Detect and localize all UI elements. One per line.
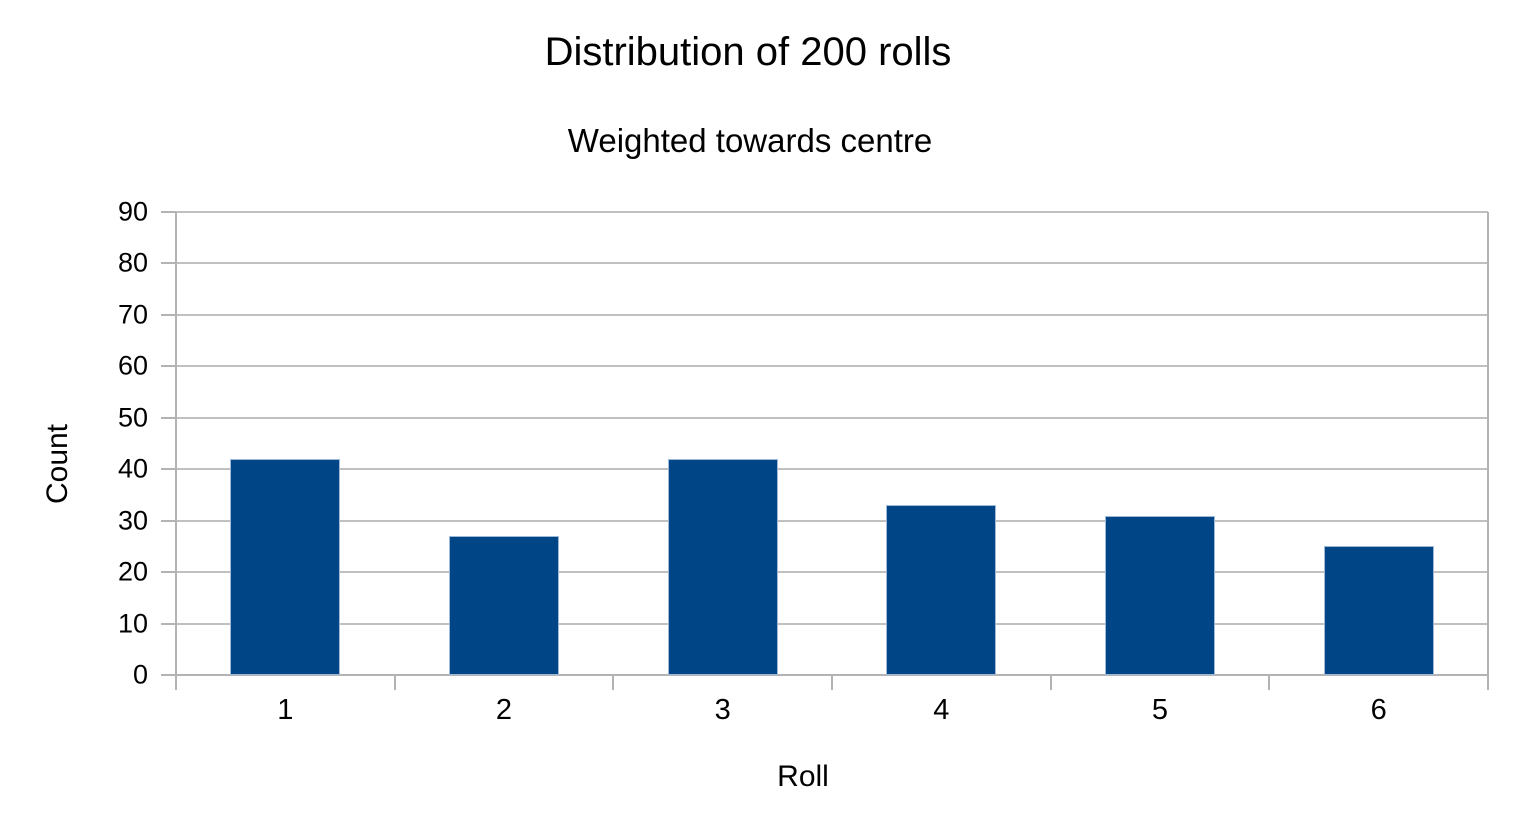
x-tick-4 [1049, 675, 1052, 690]
x-axis-label-6: 6 [1370, 694, 1387, 726]
gridline-80 [176, 262, 1488, 265]
x-axis-title: Roll [777, 760, 829, 793]
x-axis-label-3: 3 [714, 694, 731, 726]
y-tick-90 [161, 211, 176, 213]
y-axis-label-10: 10 [117, 608, 148, 639]
y-tick-60 [161, 365, 176, 368]
x-tick-6 [1487, 675, 1489, 690]
x-axis-label-1: 1 [277, 694, 294, 726]
x-tick-5 [1268, 675, 1271, 690]
y-tick-20 [161, 571, 176, 574]
y-axis-label-0: 0 [132, 659, 148, 690]
x-axis-line [161, 674, 1488, 676]
x-axis-label-5: 5 [1151, 694, 1169, 726]
chart-title: Distribution of 200 rolls [544, 30, 952, 74]
y-axis-label-50: 50 [117, 402, 148, 433]
bar-roll-5 [1105, 515, 1215, 675]
gridline-70 [176, 313, 1488, 316]
chart-subtitle: Weighted towards centre [567, 122, 933, 159]
y-axis-label-80: 80 [117, 247, 148, 278]
y-tick-80 [161, 262, 176, 265]
plot-right-border [1487, 212, 1489, 690]
gridline-20 [176, 571, 1488, 574]
y-axis-label-70: 70 [117, 299, 148, 330]
y-tick-50 [161, 416, 176, 419]
x-tick-3 [831, 675, 833, 690]
x-axis-label-2: 2 [495, 694, 513, 726]
x-tick-0 [175, 675, 177, 690]
bar-roll-3 [667, 458, 778, 675]
y-axis-label-60: 60 [117, 350, 148, 381]
x-tick-2 [612, 675, 615, 690]
x-axis-label-4: 4 [933, 694, 950, 726]
y-axis-label-90: 90 [117, 196, 148, 227]
gridline-10 [176, 622, 1488, 625]
gridline-60 [176, 365, 1488, 368]
y-tick-10 [161, 622, 176, 625]
y-axis-label-20: 20 [117, 556, 148, 587]
gridline-40 [176, 468, 1488, 471]
bar-roll-2 [449, 536, 559, 675]
gridline-30 [176, 519, 1488, 522]
bar-roll-4 [886, 505, 997, 675]
y-axis-label-30: 30 [117, 505, 148, 536]
bar-roll-1 [230, 458, 341, 675]
y-tick-70 [161, 313, 176, 316]
x-tick-1 [393, 675, 396, 690]
y-axis-line [175, 212, 177, 690]
gridline-50 [176, 416, 1488, 419]
bar-roll-6 [1323, 546, 1434, 675]
y-tick-40 [161, 468, 176, 471]
gridline-90 [176, 211, 1488, 213]
y-tick-30 [161, 519, 176, 522]
y-axis-label-40: 40 [117, 453, 148, 484]
